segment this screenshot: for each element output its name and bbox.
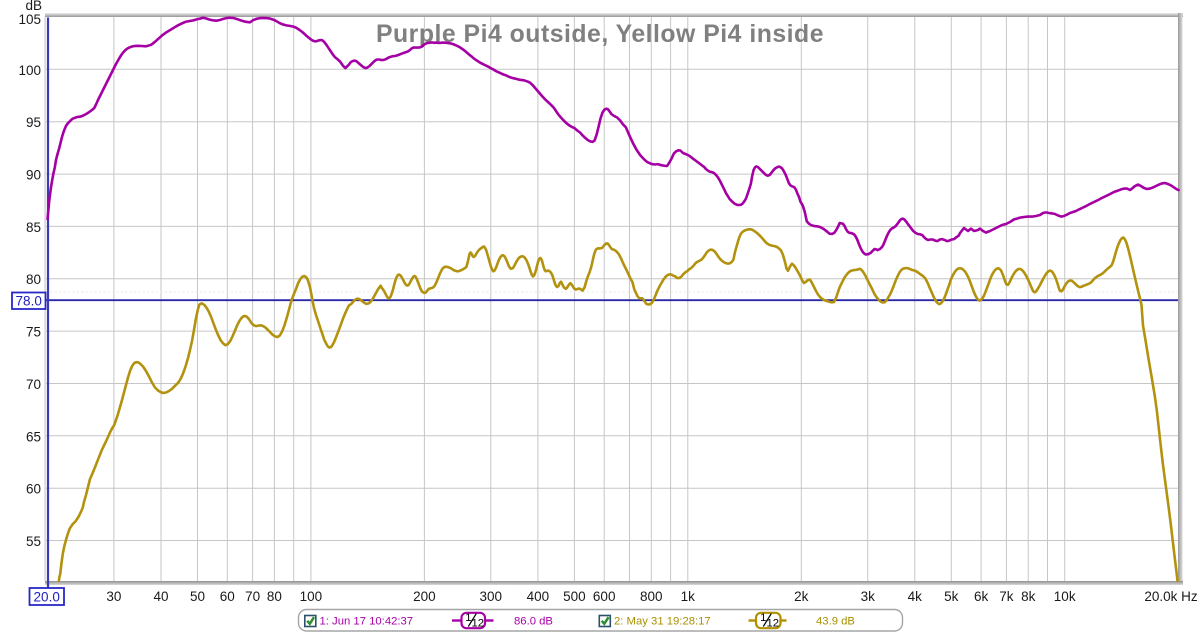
svg-text:75: 75 <box>26 325 41 340</box>
svg-text:12: 12 <box>767 618 780 630</box>
svg-text:70: 70 <box>26 377 41 392</box>
svg-text:20.0: 20.0 <box>34 590 60 605</box>
svg-text:200: 200 <box>413 589 436 604</box>
svg-text:60: 60 <box>220 589 235 604</box>
svg-text:Purple Pi4 outside, Yellow Pi4: Purple Pi4 outside, Yellow Pi4 inside <box>376 21 824 48</box>
svg-text:3k: 3k <box>861 589 876 604</box>
svg-text:86.0 dB: 86.0 dB <box>514 616 553 628</box>
svg-text:20.0k Hz: 20.0k Hz <box>1144 589 1198 604</box>
svg-text:95: 95 <box>26 115 41 130</box>
svg-text:600: 600 <box>593 589 616 604</box>
svg-text:6k: 6k <box>974 589 989 604</box>
svg-text:500: 500 <box>563 589 586 604</box>
svg-text:50: 50 <box>190 589 205 604</box>
svg-text:78.0: 78.0 <box>16 294 42 309</box>
svg-text:100: 100 <box>300 589 323 604</box>
svg-text:1k: 1k <box>681 589 696 604</box>
svg-text:105: 105 <box>18 12 41 27</box>
svg-text:80: 80 <box>26 272 41 287</box>
svg-text:4k: 4k <box>908 589 923 604</box>
svg-text:1: 1 <box>760 612 766 624</box>
svg-text:7k: 7k <box>999 589 1014 604</box>
svg-text:100: 100 <box>18 63 41 78</box>
svg-text:400: 400 <box>527 589 550 604</box>
svg-text:dB: dB <box>25 0 42 13</box>
svg-text:80: 80 <box>267 589 282 604</box>
svg-text:5k: 5k <box>944 589 959 604</box>
svg-text:800: 800 <box>640 589 663 604</box>
svg-text:85: 85 <box>26 220 41 235</box>
svg-text:90: 90 <box>26 168 41 183</box>
svg-text:65: 65 <box>26 429 41 444</box>
svg-text:1: Jun 17 10:42:37: 1: Jun 17 10:42:37 <box>320 616 414 628</box>
svg-text:8k: 8k <box>1021 589 1036 604</box>
svg-text:55: 55 <box>26 534 41 549</box>
svg-text:40: 40 <box>153 589 168 604</box>
svg-text:70: 70 <box>245 589 260 604</box>
svg-text:30: 30 <box>106 589 121 604</box>
svg-text:43.9 dB: 43.9 dB <box>816 616 855 628</box>
svg-text:2: May 31 19:28:17: 2: May 31 19:28:17 <box>614 616 711 628</box>
svg-text:300: 300 <box>480 589 503 604</box>
svg-text:12: 12 <box>472 618 485 630</box>
svg-text:10k: 10k <box>1054 589 1076 604</box>
svg-text:2k: 2k <box>794 589 809 604</box>
svg-text:60: 60 <box>26 482 41 497</box>
svg-text:1: 1 <box>465 612 471 624</box>
